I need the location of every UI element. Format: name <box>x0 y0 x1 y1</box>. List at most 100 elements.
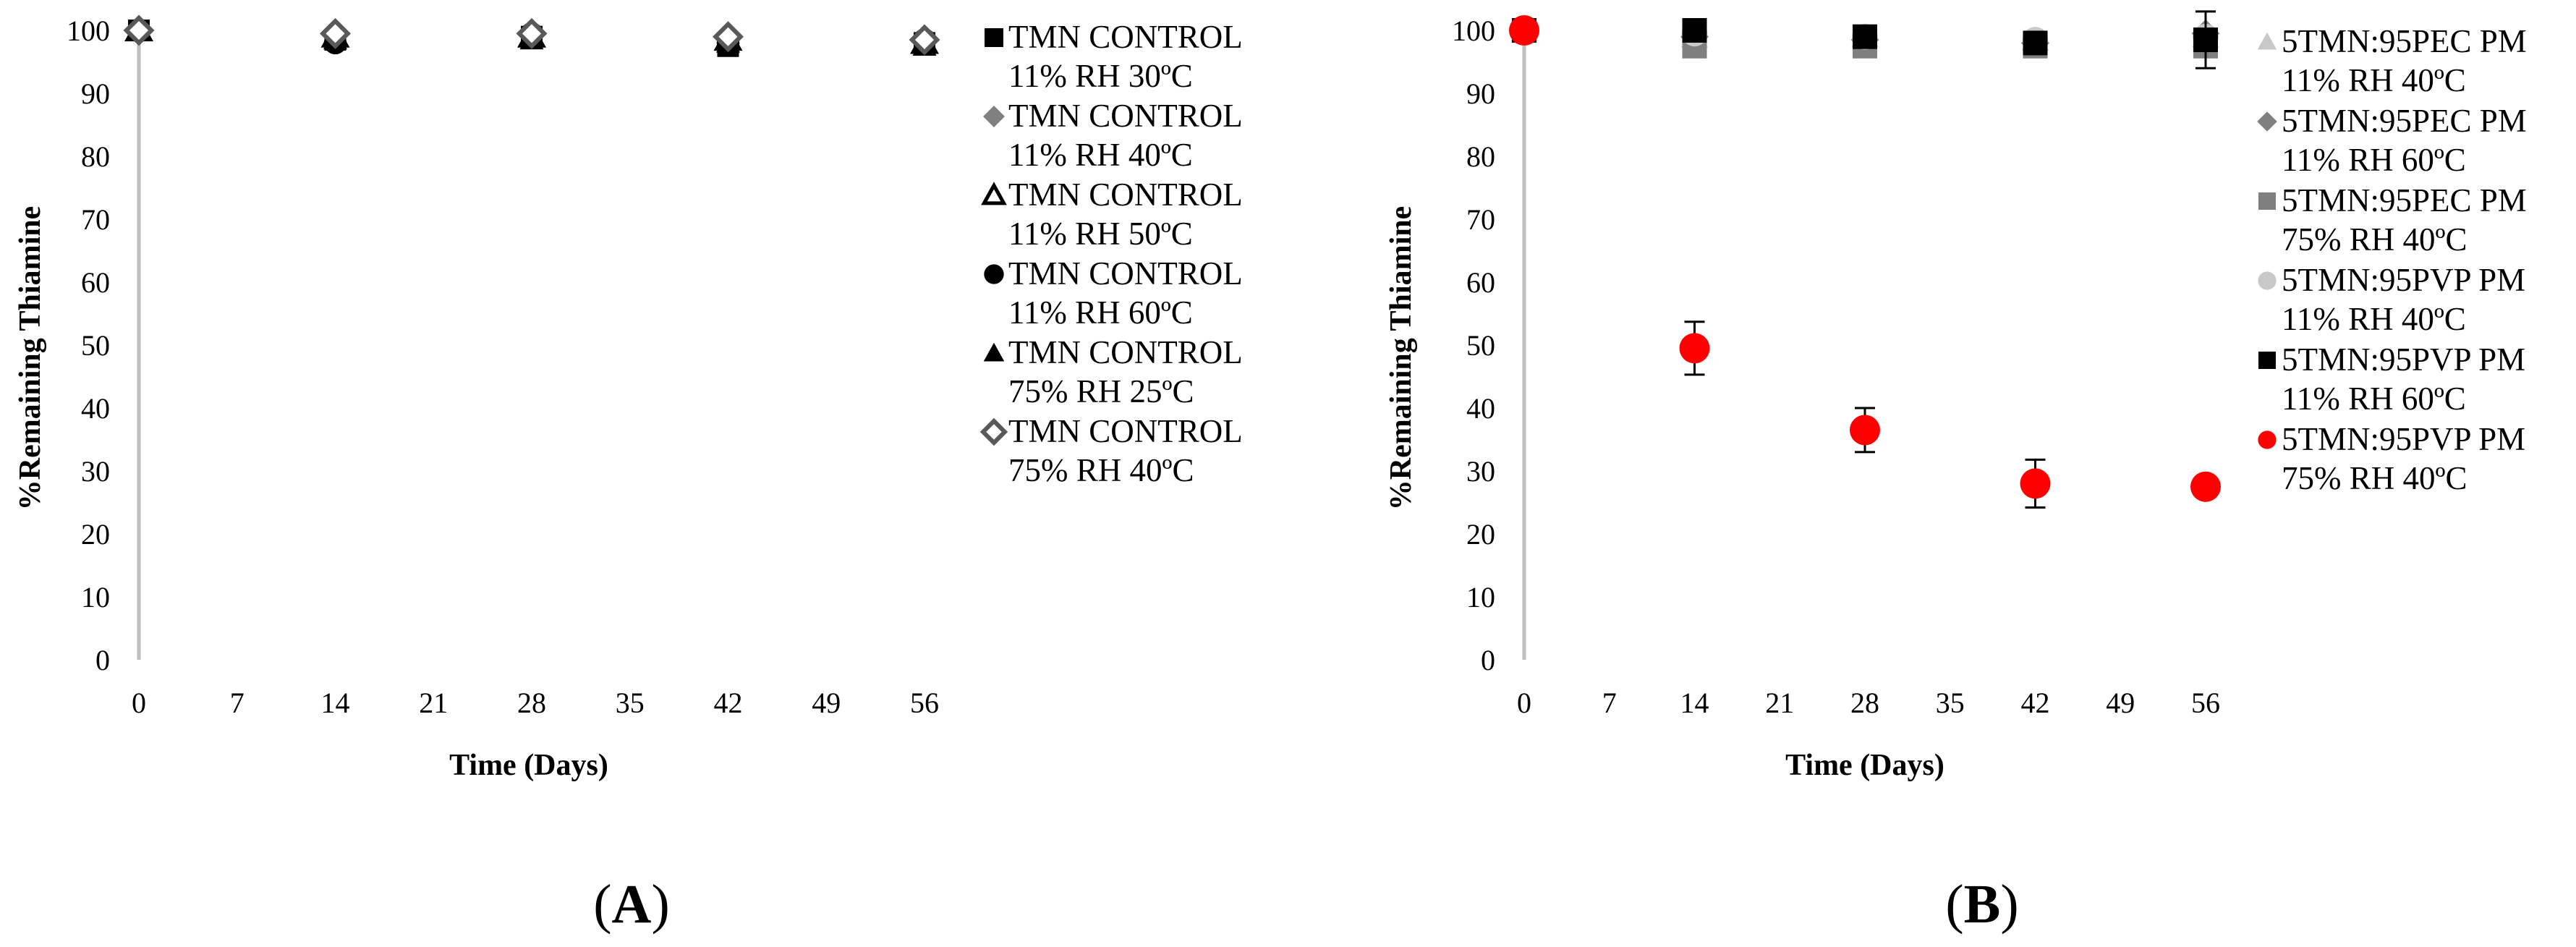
legend-marker <box>983 342 1005 362</box>
y-tick-label: 30 <box>1466 455 1495 488</box>
legend-marker <box>2258 192 2276 210</box>
legend-label-line2: 75% RH 25ºC <box>1008 373 1194 409</box>
legend-label-line2: 11% RH 40ºC <box>2282 62 2466 98</box>
legend-label-line2: 75% RH 40ºC <box>2282 460 2467 496</box>
x-tick-label: 21 <box>419 687 448 719</box>
legend-marker <box>2257 32 2277 50</box>
x-tick-label: 49 <box>812 687 841 719</box>
data-point <box>123 14 155 46</box>
x-tick-label: 35 <box>1936 687 1965 719</box>
legend-label-line1: 5TMN:95PEC PM <box>2282 23 2527 59</box>
y-tick-label: 70 <box>1466 203 1495 236</box>
data-point <box>2020 468 2051 499</box>
x-tick-label: 28 <box>1850 687 1879 719</box>
y-tick-label: 80 <box>1466 140 1495 173</box>
y-tick-label: 30 <box>81 455 110 488</box>
legend-marker <box>984 264 1004 284</box>
x-tick-label: 7 <box>1602 687 1617 719</box>
legend-label-line1: TMN CONTROL <box>1008 98 1243 134</box>
x-tick-label: 56 <box>2191 687 2220 719</box>
y-tick-label: 50 <box>1466 329 1495 362</box>
y-axis-title-text: %Remaining Thiamine <box>14 206 47 510</box>
y-tick-label: 100 <box>1452 14 1495 47</box>
x-axis-title: Time (Days) <box>1785 749 1944 782</box>
y-tick-label: 0 <box>95 644 110 676</box>
legend-label-line2: 11% RH 60ºC <box>2282 142 2466 178</box>
legend-label-line1: 5TMN:95PVP PM <box>2282 421 2525 457</box>
data-point <box>2190 471 2221 502</box>
panel-letter: B <box>1964 874 2001 935</box>
legend-marker <box>979 417 1008 446</box>
data-point <box>320 17 351 49</box>
series-6 <box>123 14 940 56</box>
legend-label-line1: 5TMN:95PVP PM <box>2282 262 2525 298</box>
data-point <box>1853 24 1877 49</box>
legend-label-line1: 5TMN:95PEC PM <box>2282 182 2527 218</box>
legend-label-line2: 11% RH 40ºC <box>2282 301 2466 337</box>
x-tick-label: 7 <box>230 687 245 719</box>
chart-panel-b: %Remaining Thiamine Time (Days) (B) 0 10 2… <box>1385 10 2527 935</box>
legend-label-line2: 75% RH 40ºC <box>2282 221 2467 258</box>
y-axis-title: %Remaining Thiamine <box>14 206 47 510</box>
y-tick-label: 100 <box>67 14 110 47</box>
legend-label-line2: 75% RH 40ºC <box>1008 452 1194 488</box>
x-tick-label: 0 <box>1517 687 1531 719</box>
legend-label-line1: TMN CONTROL <box>1008 334 1243 370</box>
legend-label-line2: 11% RH 50ºC <box>1008 216 1193 252</box>
legend-marker <box>2258 271 2277 290</box>
y-tick-label: 60 <box>1466 266 1495 299</box>
y-axis-title-text: %Remaining Thiamine <box>1385 206 1418 510</box>
x-tick-label: 14 <box>1680 687 1709 719</box>
x-tick-label: 56 <box>910 687 939 719</box>
data-point <box>1682 18 1707 43</box>
legend-label-line1: 5TMN:95PVP PM <box>2282 341 2525 378</box>
legend-marker <box>985 28 1003 47</box>
data-point <box>516 17 548 49</box>
data-point <box>2023 30 2048 56</box>
chart-panel-a: %Remaining Thiamine Time (Days) (A) 0 10 2… <box>14 14 1243 935</box>
y-tick-label: 60 <box>81 266 110 299</box>
y-tick-label: 40 <box>81 392 110 425</box>
legend-label-line2: 11% RH 60ºC <box>2282 381 2466 417</box>
legend-label-line1: TMN CONTROL <box>1008 413 1243 449</box>
x-tick-label: 0 <box>132 687 146 719</box>
data-point <box>2193 27 2218 53</box>
x-tick-label: 35 <box>616 687 645 719</box>
y-tick-label: 40 <box>1466 392 1495 425</box>
series-6 <box>1509 15 2221 509</box>
data-point <box>909 24 940 56</box>
legend-label-line1: TMN CONTROL <box>1008 255 1243 292</box>
legend-label-line2: 11% RH 60ºC <box>1008 294 1193 331</box>
y-axis-title: %Remaining Thiamine <box>1385 206 1418 510</box>
legend-label-line2: 11% RH 40ºC <box>1008 137 1193 173</box>
legend-marker <box>2258 430 2277 449</box>
y-tick-label: 10 <box>1466 581 1495 613</box>
y-tick-label: 50 <box>81 329 110 362</box>
x-tick-label: 14 <box>321 687 350 719</box>
data-point <box>713 21 744 53</box>
y-tick-label: 20 <box>81 518 110 551</box>
panel-label: (B) <box>1945 874 2018 935</box>
y-tick-label: 80 <box>81 140 110 173</box>
y-tick-label: 10 <box>81 581 110 613</box>
x-tick-label: 49 <box>2106 687 2135 719</box>
x-axis-title: Time (Days) <box>449 749 608 782</box>
panel-label: (A) <box>593 874 670 935</box>
legend-label-line1: TMN CONTROL <box>1008 177 1243 213</box>
x-tick-label: 42 <box>2021 687 2050 719</box>
panel-letter: A <box>612 874 652 935</box>
legend-label-line2: 11% RH 30ºC <box>1008 58 1193 94</box>
legend-marker <box>981 182 1007 205</box>
data-point <box>1850 415 1880 446</box>
